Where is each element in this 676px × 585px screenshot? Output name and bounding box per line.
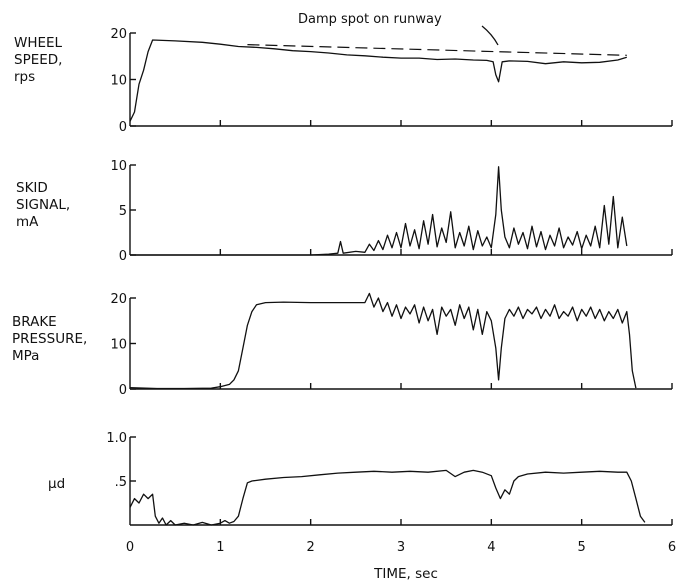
wheel-speed-y-tick-label: 20 xyxy=(110,27,127,42)
brake-pressure-y-label: BRAKE xyxy=(12,314,57,330)
brake-pressure-y-label: MPa xyxy=(12,348,39,364)
wheel-speed-y-label: rps xyxy=(14,69,35,85)
skid-signal-trace xyxy=(130,166,628,256)
wheel-speed-trace xyxy=(129,39,627,122)
skid-signal-y-label: SIGNAL, xyxy=(16,197,70,213)
skid-signal-y-tick-label: 5 xyxy=(119,204,127,219)
x-tick-label: 2 xyxy=(307,540,315,555)
brake-pressure-y-tick-label: 10 xyxy=(110,338,127,353)
mu-d-y-tick-label: 1.0 xyxy=(106,431,127,446)
wheel-speed-y-tick-label: 10 xyxy=(110,74,127,89)
x-tick-label: 1 xyxy=(216,540,224,555)
skid-signal-y-label: mA xyxy=(16,214,39,230)
skid-signal-y-label: SKID xyxy=(16,180,48,196)
brake-pressure-y-tick-label: 0 xyxy=(119,383,127,398)
skid-signal-y-tick-label: 10 xyxy=(110,159,127,174)
x-axis-title: TIME, sec xyxy=(373,566,438,582)
wheel-speed-y-label: SPEED, xyxy=(14,52,62,68)
mu-d-y-tick-label: .5 xyxy=(115,475,127,490)
brake-pressure-y-tick-label: 20 xyxy=(110,292,127,307)
wheel-speed-y-tick-label: 0 xyxy=(119,120,127,135)
brake-pressure-y-label: PRESSURE, xyxy=(12,331,87,347)
x-tick-label: 0 xyxy=(126,540,134,555)
mu-d-panel: .5 1.0 μd 0 1 2 3 4 5 6 TIME, sec xyxy=(48,431,676,582)
mu-d-y-label: μd xyxy=(48,476,65,492)
damp-spot-leader-line xyxy=(481,25,499,46)
x-tick-label: 5 xyxy=(578,540,586,555)
skid-signal-y-tick-label: 0 xyxy=(119,249,127,264)
brake-pressure-trace xyxy=(129,292,637,390)
damp-spot-annotation: Damp spot on runway xyxy=(298,12,442,27)
mu-d-trace xyxy=(129,469,646,526)
x-tick-label: 6 xyxy=(668,540,676,555)
wheel-speed-y-label: WHEEL xyxy=(14,35,63,51)
free-rolling-reference-line xyxy=(247,44,627,56)
x-tick-label: 3 xyxy=(397,540,405,555)
x-tick-label: 4 xyxy=(487,540,495,555)
